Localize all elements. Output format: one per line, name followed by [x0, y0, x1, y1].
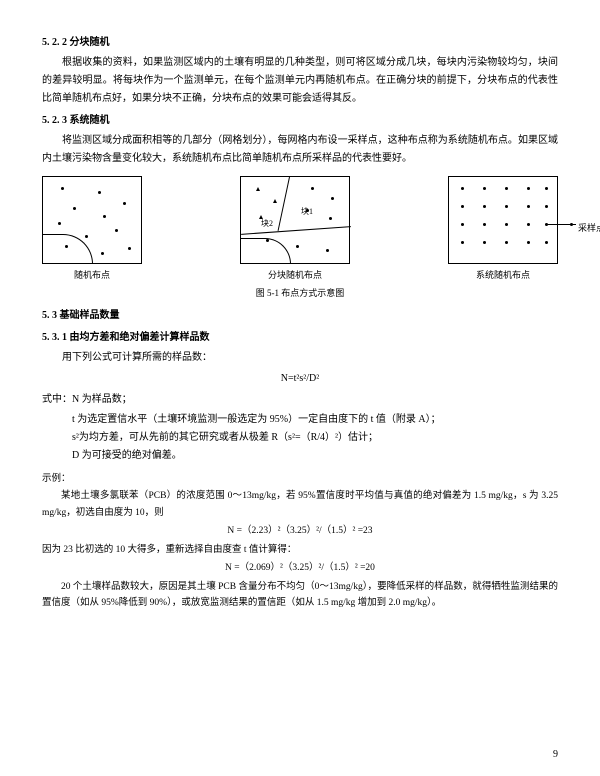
- section-5-3-1-heading: 5. 3. 1 由均方差和绝对偏差计算样品数: [42, 329, 558, 347]
- figure-panel-random: 随机布点: [42, 176, 142, 283]
- section-5-2-3-para: 将监测区域分成面积相等的几部分（网格划分），每网格内布设一采样点，这种布点称为系…: [42, 132, 558, 168]
- figure-box-block: 块2 块1: [240, 176, 350, 264]
- figure-panel-system: 采样点位 系统随机布点: [448, 176, 558, 283]
- section-5-2-2-heading: 5. 2. 2 分块随机: [42, 34, 558, 52]
- section-5-3-1-p1: 用下列公式可计算所需的样品数：: [42, 349, 558, 367]
- example-formula-2: N =（2.069）²（3.25）²/（1.5）² =20: [42, 560, 558, 577]
- section-5-2-3-heading: 5. 2. 3 系统随机: [42, 112, 558, 130]
- sample-point-label: 采样点位: [578, 220, 600, 236]
- block-label-1: 块1: [301, 205, 313, 219]
- figure-label-system: 系统随机布点: [476, 267, 530, 283]
- figure-box-random: [42, 176, 142, 264]
- section-5-2-2-para: 根据收集的资料，如果监测区域内的土壤有明显的几种类型，则可将区域分成几块，每块内…: [42, 54, 558, 108]
- example-label: 示例：: [42, 471, 558, 488]
- formula-where-n: 式中：N 为样品数；: [42, 391, 558, 409]
- figure-row: 随机布点 块2 块1 分块随机布点 采样点位: [42, 176, 558, 283]
- figure-caption: 图 5-1 布点方式示意图: [42, 285, 558, 301]
- section-5-3-heading: 5. 3 基础样品数量: [42, 307, 558, 325]
- formula-where-s: s²为均方差，可从先前的其它研究或者从极差 R（s²=（R/4）²）估计；: [42, 429, 558, 447]
- page-number: 9: [553, 746, 558, 764]
- block-label-2: 块2: [261, 217, 273, 231]
- figure-label-random: 随机布点: [74, 267, 110, 283]
- formula-where-d: D 为可接受的绝对偏差。: [42, 447, 558, 465]
- example-p2: 因为 23 比初选的 10 大得多，重新选择自由度查 t 值计算得：: [42, 542, 558, 558]
- example-formula-1: N =（2.23）²（3.25）²/（1.5）² =23: [42, 523, 558, 540]
- formula-where-t: t 为选定置信水平（土壤环境监测一般选定为 95%）一定自由度下的 t 值（附录…: [42, 411, 558, 429]
- figure-box-system: [448, 176, 558, 264]
- formula-main: N=t²s²/D²: [42, 370, 558, 388]
- example-p1: 某地土壤多氯联苯（PCB）的浓度范围 0～13mg/kg，若 95%置信度时平均…: [42, 488, 558, 520]
- figure-panel-block: 块2 块1 分块随机布点: [240, 176, 350, 283]
- figure-label-block: 分块随机布点: [268, 267, 322, 283]
- example-p3: 20 个土壤样品数较大，原因是其土壤 PCB 含量分布不均匀（0～13mg/kg…: [42, 579, 558, 611]
